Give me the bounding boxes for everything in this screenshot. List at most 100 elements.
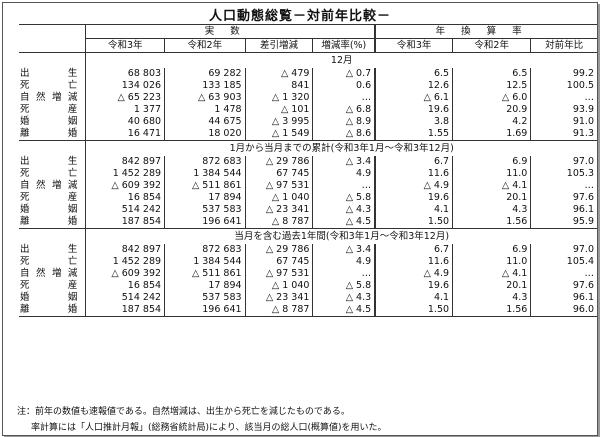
header-group-rate: 年換算率 xyxy=(374,24,597,39)
table-cell: 134 026 xyxy=(85,80,165,92)
table-cell: △ 511 861 xyxy=(164,268,246,280)
table-cell: △ 97 531 xyxy=(244,268,313,280)
table-row: 死亡 1 452 289 1 384 544 67 745 4.9 11.6 11.0 105… xyxy=(19,256,597,268)
table-cell: … xyxy=(530,180,597,192)
table-cell: 69 282 xyxy=(164,68,246,80)
table-cell: △ 8.6 xyxy=(312,128,376,141)
table-cell: 4.9 xyxy=(312,256,376,268)
table-cell: 18 020 xyxy=(164,128,246,141)
table-cell: △ 3 995 xyxy=(244,116,313,128)
table-cell: 16 471 xyxy=(85,128,165,141)
table-cell: 11.6 xyxy=(374,256,453,268)
section-title: 12月 xyxy=(85,52,597,68)
table-row: 自然増減 △ 609 392 △ 511 861 △ 97 531… △ 4.9 △ 4.… xyxy=(19,268,597,280)
vital-statistics-table: 実数 年換算率 令和3年 令和2年 差引増減 増減率(%) 令和3年 令和2年 … xyxy=(19,24,597,317)
table-cell: △ 609 392 xyxy=(85,268,165,280)
header-corner-2 xyxy=(19,38,86,53)
table-cell: △ 97 531 xyxy=(244,180,313,192)
table-cell: 12.5 xyxy=(452,80,531,92)
section-header-row: 1月から当月までの累計(令和3年1月～令和3年12月) xyxy=(19,140,597,156)
footnote-1: 注：前年の数値も速報値である。自然増減は、出生から死亡を減じたものである。 xyxy=(17,407,350,417)
row-label: 自然増減 xyxy=(20,92,78,103)
table-cell: △ 479 xyxy=(244,68,313,80)
table-cell: 1.50 xyxy=(374,216,453,229)
table-cell: △ 6.0 xyxy=(452,92,531,104)
table-row: 死産 1 377 1 478 △ 101 △ 6.8 19.6 20.9 93.9 xyxy=(19,104,597,116)
table-cell: △ 4.3 xyxy=(312,292,376,304)
table-cell: △ 23 341 xyxy=(244,292,313,304)
row-label: 死産 xyxy=(20,280,78,291)
table-cell: △ 8 787 xyxy=(244,304,313,317)
table-cell: 4.9 xyxy=(312,168,376,180)
table-cell: △ 8 787 xyxy=(244,216,313,229)
table-cell: △ 4.5 xyxy=(312,304,376,317)
section-title: 1月から当月までの累計(令和3年1月～令和3年12月) xyxy=(85,140,597,156)
table-cell: △ 1 320 xyxy=(244,92,313,104)
table-cell: 17 894 xyxy=(164,192,246,204)
table-cell: 1 384 544 xyxy=(164,256,246,268)
table-cell: … xyxy=(530,92,597,104)
table-cell: 44 675 xyxy=(164,116,246,128)
table-row: 死産 16 854 17 894 △ 1 040 △ 5.8 19.6 20.1 97.6 xyxy=(19,280,597,292)
table-cell: 105.3 xyxy=(530,168,597,180)
table-cell: 4.2 xyxy=(452,116,531,128)
table-cell: 67 745 xyxy=(244,256,313,268)
table-cell: 537 583 xyxy=(164,292,246,304)
table-cell: 19.6 xyxy=(374,280,453,292)
table-cell: 97.0 xyxy=(530,244,597,256)
table-cell: 1 452 289 xyxy=(85,168,165,180)
table-cell: △ 4.9 xyxy=(374,180,453,192)
col-header: 令和2年 xyxy=(452,38,531,53)
table-cell: 842 897 xyxy=(85,244,165,256)
table-cell: 96.1 xyxy=(530,292,597,304)
section-title: 当月を含む過去1年間(令和3年1月～令和3年12月) xyxy=(85,228,597,244)
table-cell: △ 3.4 xyxy=(312,244,376,256)
table-cell: 1 452 289 xyxy=(85,256,165,268)
table-cell: △ 4.9 xyxy=(374,268,453,280)
table-cell: △ 1 040 xyxy=(244,192,313,204)
table-cell: 187 854 xyxy=(85,304,165,317)
table-cell: 196 641 xyxy=(164,304,246,317)
table-cell: 91.3 xyxy=(530,128,597,141)
table-row: 自然増減 △ 609 392 △ 511 861 △ 97 531… △ 4.9 △ 4.… xyxy=(19,180,597,192)
section-header-row: 12月 xyxy=(19,52,597,68)
table-cell: 0.6 xyxy=(312,80,376,92)
row-label: 出生 xyxy=(20,68,78,79)
table-cell: △ 6.1 xyxy=(374,92,453,104)
table-cell: 12.6 xyxy=(374,80,453,92)
header-group-actual: 実数 xyxy=(85,24,376,39)
row-label: 出生 xyxy=(20,156,78,167)
row-label: 出生 xyxy=(20,244,78,255)
table-cell: 4.3 xyxy=(452,292,531,304)
row-label: 婚姻 xyxy=(20,204,78,215)
table-row: 出生 68 803 69 282 △ 479 △ 0.7 6.5 6.5 99.2 xyxy=(19,68,597,80)
table-cell: 40 680 xyxy=(85,116,165,128)
table-row: 自然増減 △ 65 223 △ 63 903 △ 1 320… △ 6.1 △ 6.0… xyxy=(19,92,597,104)
table-cell: △ 1 040 xyxy=(244,280,313,292)
table-cell: 1 478 xyxy=(164,104,246,116)
table-cell: 91.0 xyxy=(530,116,597,128)
table-cell: 6.7 xyxy=(374,244,453,256)
table-cell: 537 583 xyxy=(164,204,246,216)
table-cell: △ 5.8 xyxy=(312,280,376,292)
table-cell: 11.6 xyxy=(374,168,453,180)
table-cell: 6.9 xyxy=(452,244,531,256)
table-cell: 19.6 xyxy=(374,192,453,204)
table-cell: 1.56 xyxy=(452,304,531,317)
col-header: 令和3年 xyxy=(85,38,165,53)
table-cell: 17 894 xyxy=(164,280,246,292)
table-cell: 187 854 xyxy=(85,216,165,229)
table-cell: 19.6 xyxy=(374,104,453,116)
table-cell: 1.55 xyxy=(374,128,453,141)
col-header: 令和3年 xyxy=(374,38,453,53)
table-cell: △ 4.5 xyxy=(312,216,376,229)
row-label: 死亡 xyxy=(20,168,78,179)
table-cell: 133 185 xyxy=(164,80,246,92)
table-row: 離婚 187 854 196 641 △ 8 787 △ 4.5 1.50 1.56 96.0 xyxy=(19,304,597,317)
table-cell: 100.5 xyxy=(530,80,597,92)
footnote-2: 率計算には「人口推計月報」(総務省統計局)により、該当月の総人口(概算値)を用い… xyxy=(31,423,387,433)
table-cell: 4.1 xyxy=(374,292,453,304)
header-row-columns: 令和3年 令和2年 差引増減 増減率(%) 令和3年 令和2年 対前年比 xyxy=(19,38,597,53)
table-cell: 105.4 xyxy=(530,256,597,268)
